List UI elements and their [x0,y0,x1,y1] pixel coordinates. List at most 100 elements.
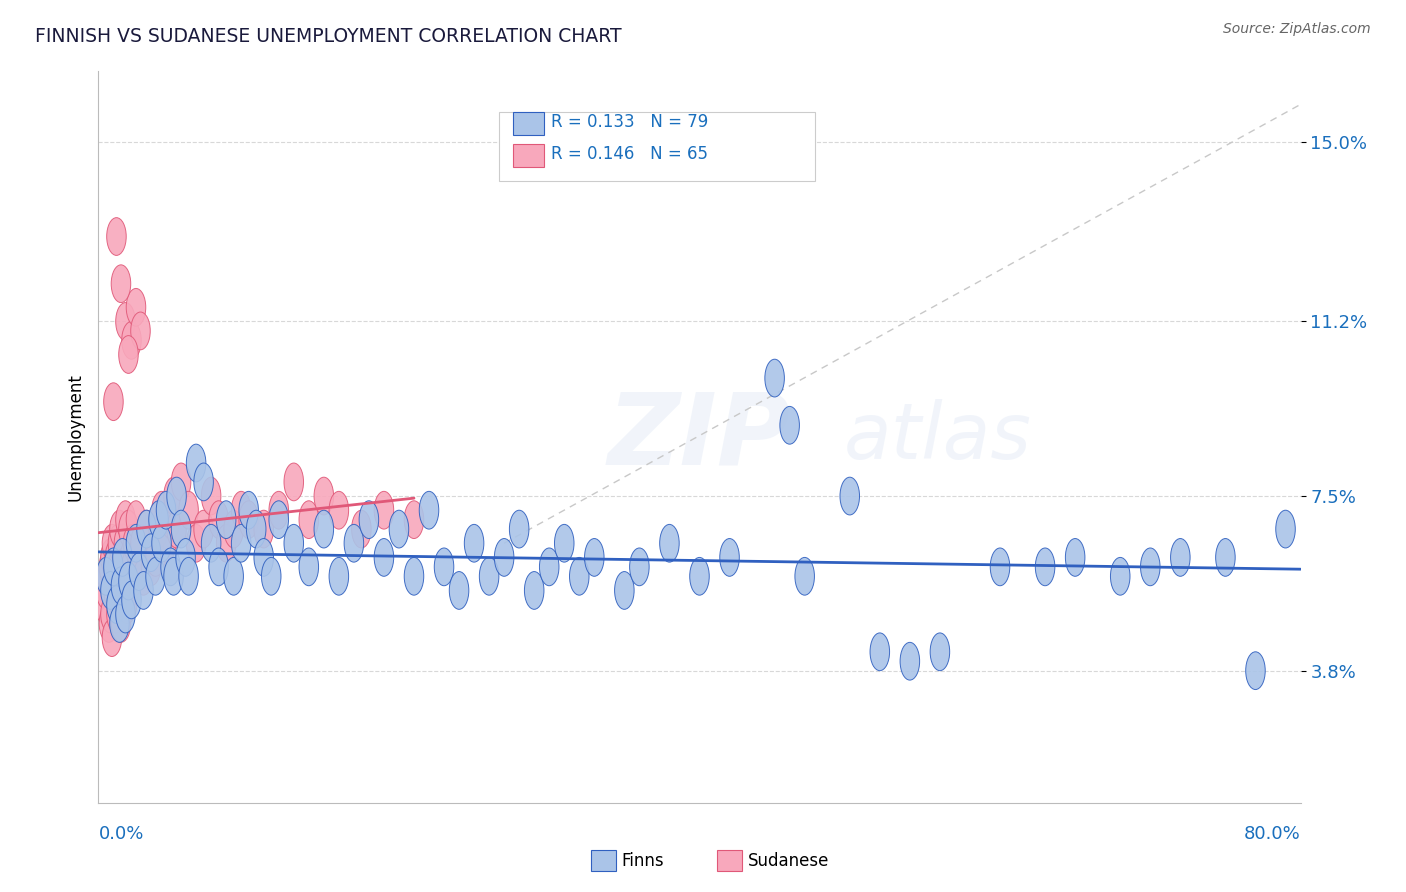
Ellipse shape [115,558,135,595]
Ellipse shape [179,558,198,595]
Ellipse shape [329,491,349,529]
Ellipse shape [152,524,172,562]
Ellipse shape [114,548,134,586]
Ellipse shape [115,302,135,341]
Ellipse shape [152,491,172,529]
Ellipse shape [232,524,250,562]
Ellipse shape [630,548,650,586]
Ellipse shape [111,558,131,595]
Ellipse shape [136,510,156,548]
Ellipse shape [163,558,183,595]
Ellipse shape [134,572,153,609]
Ellipse shape [209,548,228,586]
Ellipse shape [112,572,132,609]
Ellipse shape [94,586,114,624]
Ellipse shape [194,510,214,548]
Ellipse shape [107,595,127,633]
Ellipse shape [540,548,560,586]
Ellipse shape [108,548,128,586]
Ellipse shape [232,491,250,529]
Ellipse shape [314,477,333,515]
Ellipse shape [122,581,141,619]
Ellipse shape [900,642,920,680]
Ellipse shape [299,548,319,586]
Text: atlas: atlas [844,399,1032,475]
Ellipse shape [434,548,454,586]
Ellipse shape [112,539,132,576]
Ellipse shape [284,524,304,562]
Text: ZIP: ZIP [607,389,792,485]
Ellipse shape [404,558,423,595]
Ellipse shape [107,586,127,624]
Ellipse shape [179,491,198,529]
Ellipse shape [103,619,122,657]
Ellipse shape [374,539,394,576]
Ellipse shape [115,500,135,539]
Ellipse shape [127,524,146,562]
Ellipse shape [585,539,605,576]
Ellipse shape [156,524,176,562]
Ellipse shape [239,491,259,529]
Ellipse shape [299,500,319,539]
Ellipse shape [118,510,138,548]
Ellipse shape [128,539,148,576]
Ellipse shape [187,444,205,482]
Ellipse shape [262,558,281,595]
Ellipse shape [201,477,221,515]
Ellipse shape [659,524,679,562]
Ellipse shape [114,524,134,562]
Ellipse shape [1140,548,1160,586]
Ellipse shape [569,558,589,595]
Ellipse shape [110,510,129,548]
Ellipse shape [720,539,740,576]
Ellipse shape [1035,548,1054,586]
Ellipse shape [120,539,139,576]
Ellipse shape [839,477,859,515]
Ellipse shape [111,265,131,302]
Ellipse shape [96,572,115,609]
Ellipse shape [100,548,118,586]
Ellipse shape [118,335,138,374]
Ellipse shape [1246,652,1265,690]
Ellipse shape [404,500,423,539]
Ellipse shape [495,539,515,576]
Ellipse shape [167,477,187,515]
Ellipse shape [111,605,131,642]
Ellipse shape [108,524,128,562]
Ellipse shape [105,539,125,576]
Ellipse shape [101,539,120,576]
Ellipse shape [359,500,378,539]
Ellipse shape [118,572,138,609]
Ellipse shape [129,553,149,591]
Text: Finns: Finns [621,852,664,870]
Ellipse shape [136,510,156,548]
Ellipse shape [101,595,120,633]
Ellipse shape [131,312,150,350]
Ellipse shape [127,500,146,539]
Text: 80.0%: 80.0% [1244,825,1301,843]
Ellipse shape [464,524,484,562]
Ellipse shape [1111,558,1130,595]
Ellipse shape [149,510,169,548]
Ellipse shape [209,500,228,539]
Ellipse shape [870,633,890,671]
Ellipse shape [110,586,129,624]
Ellipse shape [217,524,236,562]
Ellipse shape [104,572,124,609]
Ellipse shape [172,463,191,500]
Ellipse shape [104,548,124,586]
Ellipse shape [990,548,1010,586]
Text: FINNISH VS SUDANESE UNEMPLOYMENT CORRELATION CHART: FINNISH VS SUDANESE UNEMPLOYMENT CORRELA… [35,27,621,45]
Ellipse shape [389,510,409,548]
Ellipse shape [97,558,117,595]
Ellipse shape [479,558,499,595]
Ellipse shape [554,524,574,562]
Ellipse shape [450,572,468,609]
Ellipse shape [96,558,115,595]
Ellipse shape [344,524,364,562]
Ellipse shape [284,463,304,500]
Ellipse shape [794,558,814,595]
Ellipse shape [1171,539,1189,576]
Ellipse shape [104,383,124,420]
Ellipse shape [122,548,141,586]
